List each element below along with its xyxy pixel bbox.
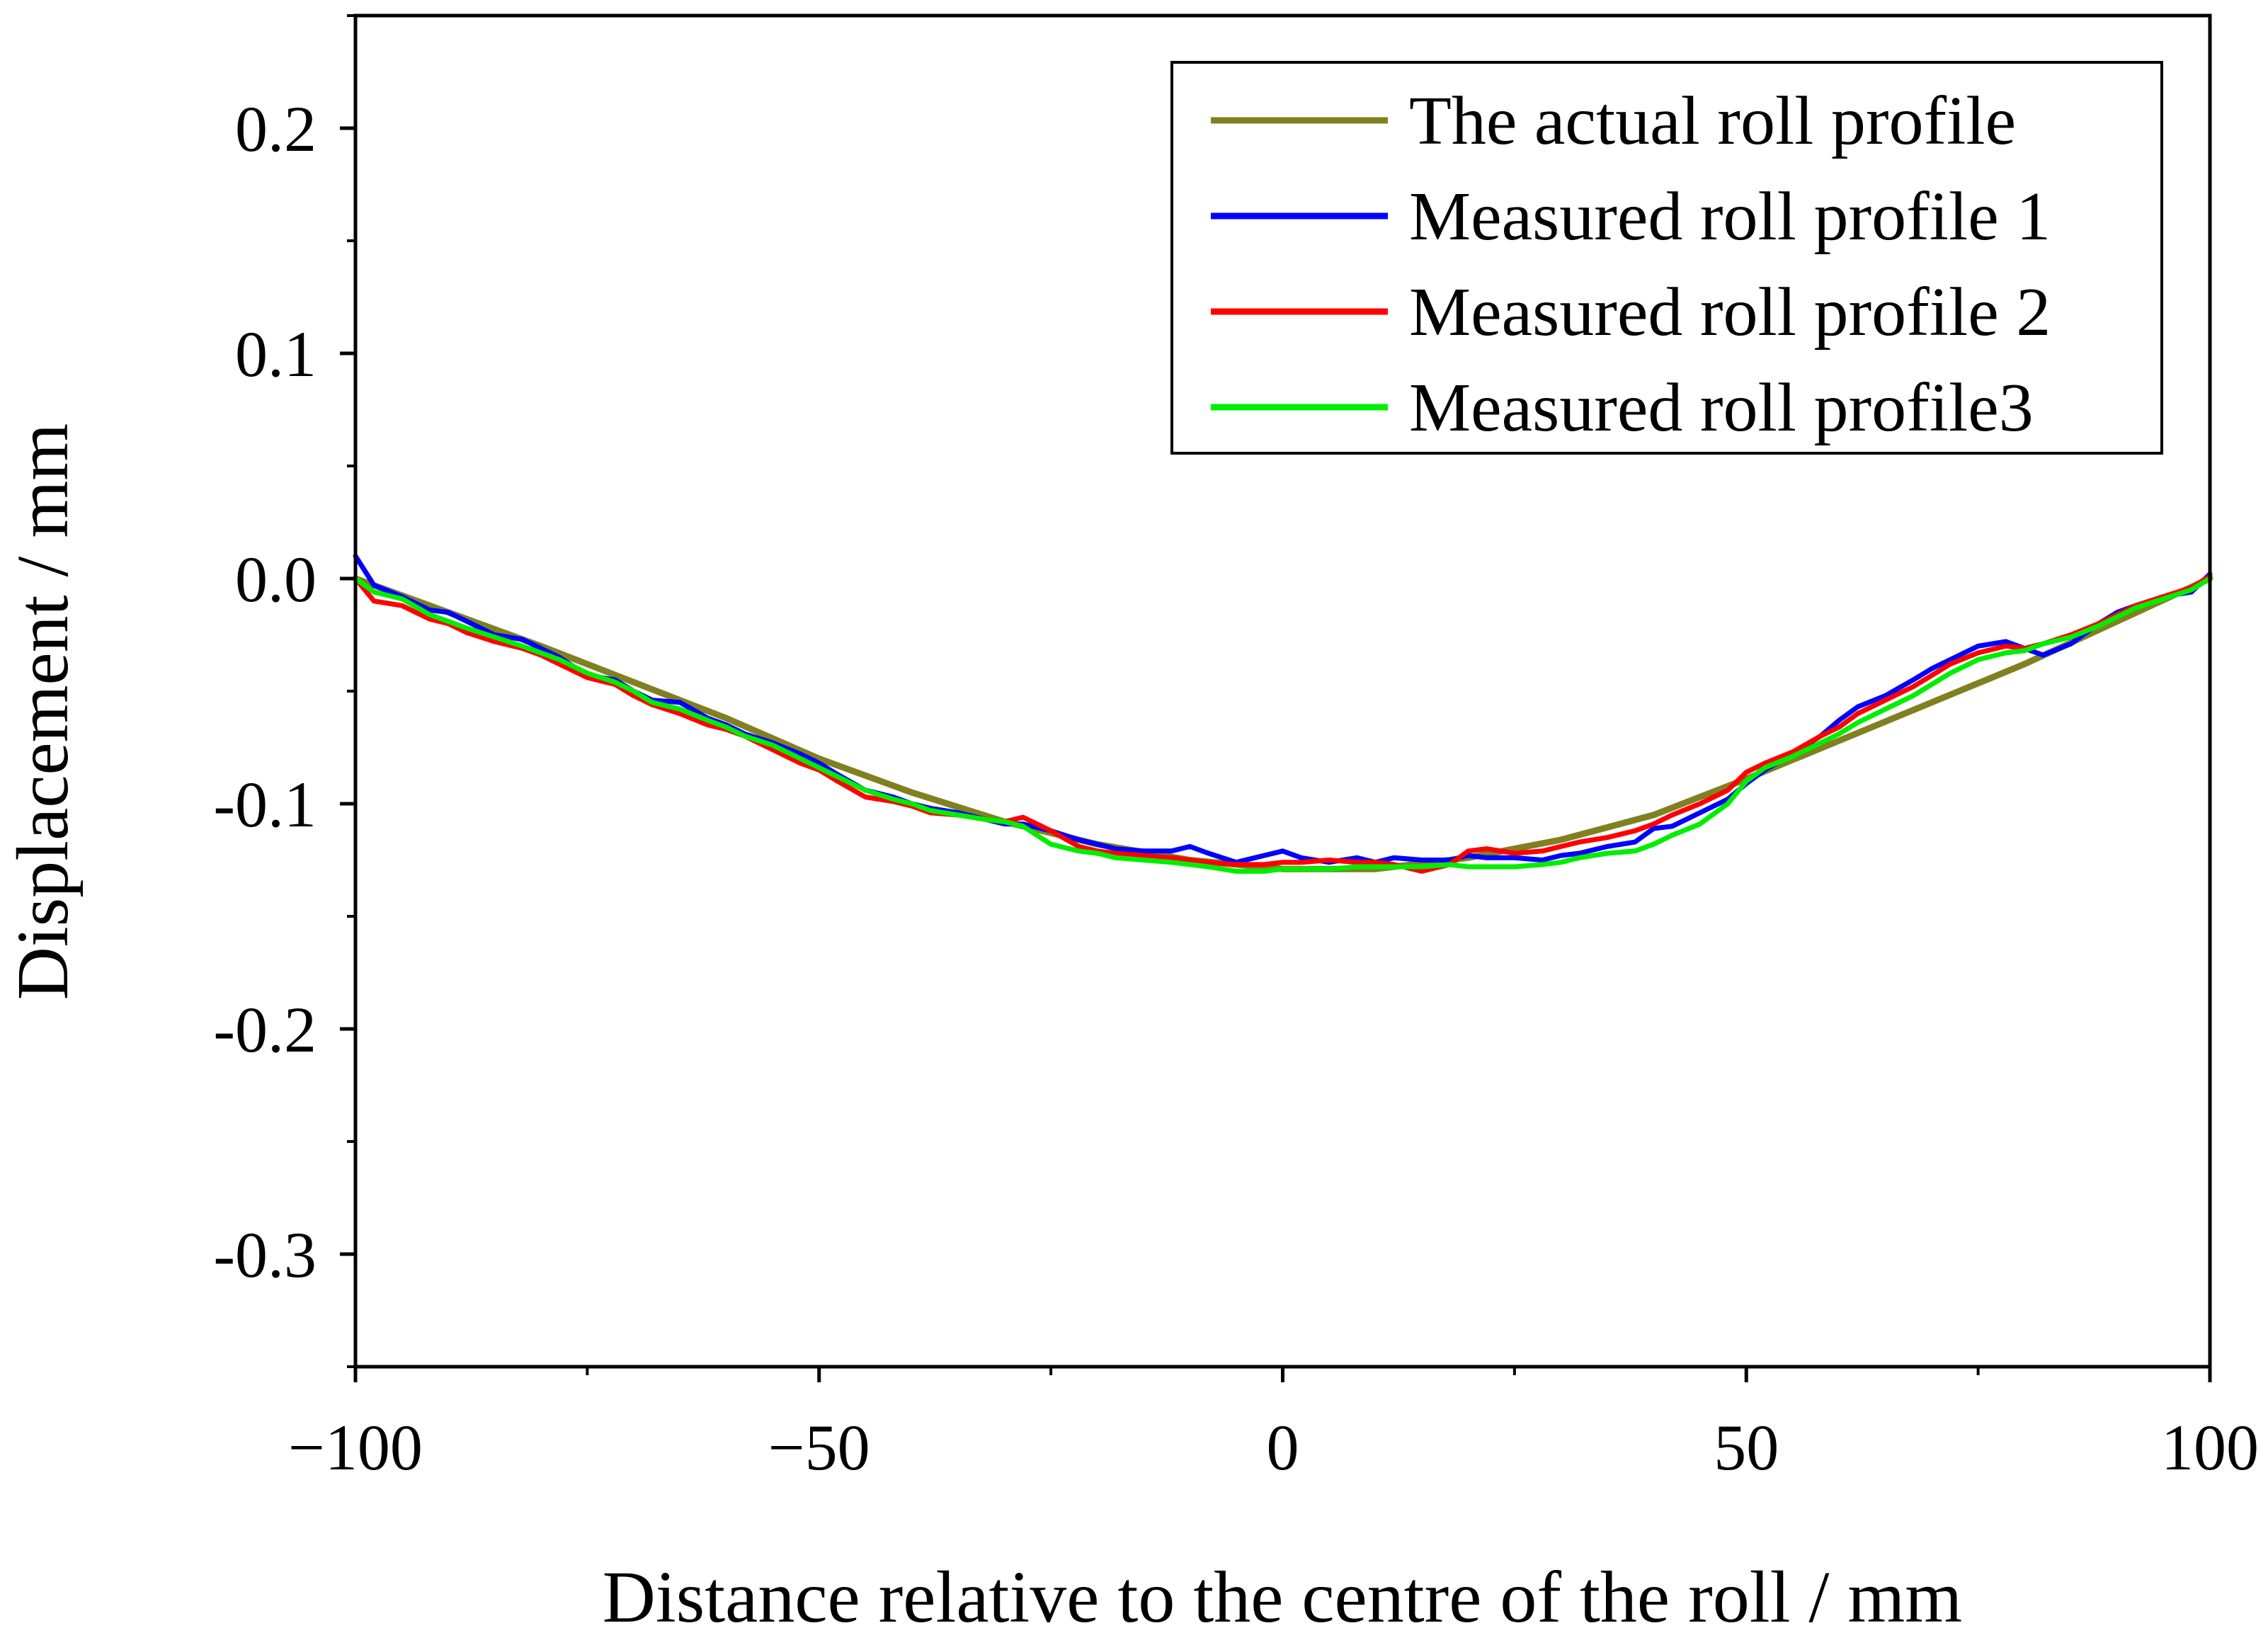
series-line-measured-roll-profile-1 bbox=[353, 553, 2213, 865]
y-tick-label: -0.3 bbox=[213, 1219, 317, 1291]
y-tick-label: -0.1 bbox=[213, 768, 317, 841]
x-axis-title: Distance relative to the centre of the r… bbox=[603, 1556, 1962, 1638]
y-tick-label: 0.0 bbox=[235, 543, 317, 615]
legend-label: Measured roll profile 2 bbox=[1409, 274, 2051, 351]
x-tick-label: 50 bbox=[1714, 1411, 1779, 1484]
legend: The actual roll profile Measured roll pro… bbox=[1170, 61, 2163, 455]
y-tick-label: -0.2 bbox=[213, 994, 317, 1066]
y-tick-label: 0.1 bbox=[235, 318, 317, 390]
series-line-measured-roll-profile-2 bbox=[353, 574, 2213, 874]
legend-label: Measured roll profile3 bbox=[1409, 370, 2034, 446]
x-tick-label: 100 bbox=[2161, 1411, 2259, 1484]
x-tick-label: 0 bbox=[1267, 1411, 1299, 1484]
x-tick-label: −100 bbox=[288, 1411, 423, 1484]
y-tick-label: 0.2 bbox=[235, 93, 317, 165]
x-tick-label: −50 bbox=[768, 1411, 870, 1484]
series-line-measured-roll-profile3 bbox=[353, 576, 2213, 874]
legend-label: The actual roll profile bbox=[1409, 83, 2016, 159]
legend-box bbox=[1170, 61, 2163, 455]
legend-label: Measured roll profile 1 bbox=[1409, 178, 2051, 255]
y-axis-title: Displacement / mm bbox=[2, 423, 84, 1000]
